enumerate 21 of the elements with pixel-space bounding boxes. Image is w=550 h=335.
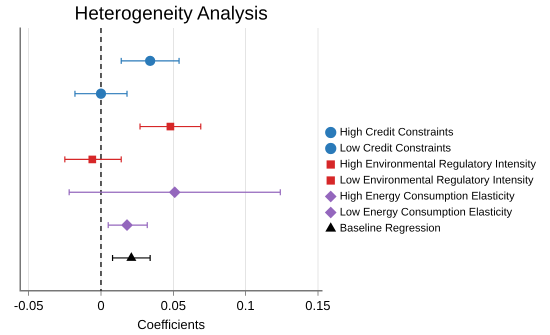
x-tick-label: 0 bbox=[97, 298, 105, 314]
legend-label: High Environmental Regulatory Intensity bbox=[340, 158, 536, 171]
legend-label: Low Environmental Regulatory Intensity bbox=[340, 174, 534, 187]
point bbox=[126, 252, 136, 261]
x-tick-label: 0.15 bbox=[305, 298, 331, 314]
point bbox=[96, 88, 106, 99]
x-tick-label: 0.1 bbox=[236, 298, 255, 314]
point bbox=[169, 186, 180, 198]
chart-title: Heterogeneity Analysis bbox=[74, 4, 268, 25]
legend-label: Low Credit Constraints bbox=[340, 142, 452, 155]
point bbox=[166, 122, 174, 130]
x-tick-label: -0.05 bbox=[14, 298, 44, 314]
x-axis-title: Coefficients bbox=[137, 316, 206, 332]
legend-label: Baseline Regression bbox=[340, 222, 441, 235]
legend-label: High Energy Consumption Elasticity bbox=[340, 190, 516, 203]
legend-label: Low Energy Consumption Elasticity bbox=[340, 206, 513, 219]
point bbox=[88, 156, 96, 164]
point bbox=[145, 56, 156, 66]
x-tick-label: 0.05 bbox=[160, 298, 186, 314]
point bbox=[121, 219, 133, 231]
legend-label: High Credit Constraints bbox=[340, 126, 454, 139]
